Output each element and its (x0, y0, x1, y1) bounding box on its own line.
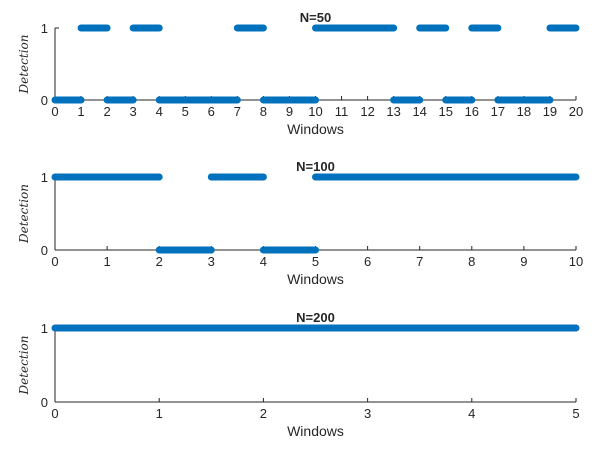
x-tick-label: 5 (182, 104, 189, 119)
x-tick-label: 1 (77, 104, 84, 119)
chart-panel-1: 0 1 2 3 4 5 6 7 8 9 10 11 12 13 14 15 16 17 18 19 2001N=50Wi… (17, 10, 583, 137)
x-tick-label: 8 (260, 104, 267, 119)
x-tick-label: 14 (412, 104, 426, 119)
x-tick-label: 4 (260, 254, 267, 269)
y-axis-label: Detection (17, 184, 31, 244)
y-axis-label: Detection (17, 336, 31, 396)
x-tick-label: 7 (234, 104, 241, 119)
x-tick-label: 4 (156, 104, 163, 119)
x-tick-label: 4 (468, 406, 475, 421)
x-tick-label: 0 (51, 254, 58, 269)
chart-title: N=100 (296, 159, 335, 174)
x-tick-label: 9 (286, 104, 293, 119)
x-tick-label: 12 (360, 104, 374, 119)
y-tick-label: 1 (41, 321, 48, 336)
x-tick-label: 1 (156, 406, 163, 421)
y-tick-label: 1 (41, 170, 48, 185)
y-tick-label: 0 (41, 243, 48, 258)
x-tick-label: 3 (364, 406, 371, 421)
x-tick-label: 11 (335, 104, 349, 119)
y-tick-label: 0 (41, 395, 48, 410)
x-tick-label: 0 (51, 104, 58, 119)
x-tick-label: 13 (386, 104, 400, 119)
x-tick-label: 2 (156, 254, 163, 269)
x-tick-label: 10 (308, 104, 322, 119)
x-tick-label: 1 (103, 254, 110, 269)
chart-title: N=50 (300, 10, 331, 25)
x-tick-label: 2 (260, 406, 267, 421)
x-tick-label: 3 (208, 254, 215, 269)
y-tick-label: 1 (41, 21, 48, 36)
x-tick-label: 5 (312, 254, 319, 269)
x-tick-label: 9 (520, 254, 527, 269)
x-tick-label: 15 (439, 104, 453, 119)
x-tick-label: 0 (51, 406, 58, 421)
x-tick-label: 7 (416, 254, 423, 269)
chart-title: N=200 (296, 310, 335, 325)
x-tick-label: 2 (103, 104, 110, 119)
x-tick-label: 20 (569, 104, 583, 119)
x-axis-label: Windows (287, 423, 344, 439)
x-tick-label: 19 (543, 104, 557, 119)
x-tick-label: 3 (130, 104, 137, 119)
x-axis-label: Windows (287, 121, 344, 137)
x-tick-label: 16 (465, 104, 479, 119)
x-tick-label: 6 (364, 254, 371, 269)
chart-panel-2: 0 1 2 3 4 5 6 7 8 9 10 0 1 N=100 Windows Detection (17, 159, 583, 287)
x-tick-label: 8 (468, 254, 475, 269)
x-axis-label: Windows (287, 271, 344, 287)
chart-panel-3: 0 1 2 3 4 5 0 1 N=200 Windows Detection (17, 310, 580, 439)
y-axis-label: Detection (17, 35, 31, 95)
x-tick-label: 17 (491, 104, 505, 119)
x-tick-label: 5 (572, 406, 579, 421)
x-tick-label: 18 (517, 104, 531, 119)
x-tick-label: 10 (569, 254, 583, 269)
x-tick-label: 6 (208, 104, 215, 119)
y-tick-label: 0 (41, 93, 48, 108)
